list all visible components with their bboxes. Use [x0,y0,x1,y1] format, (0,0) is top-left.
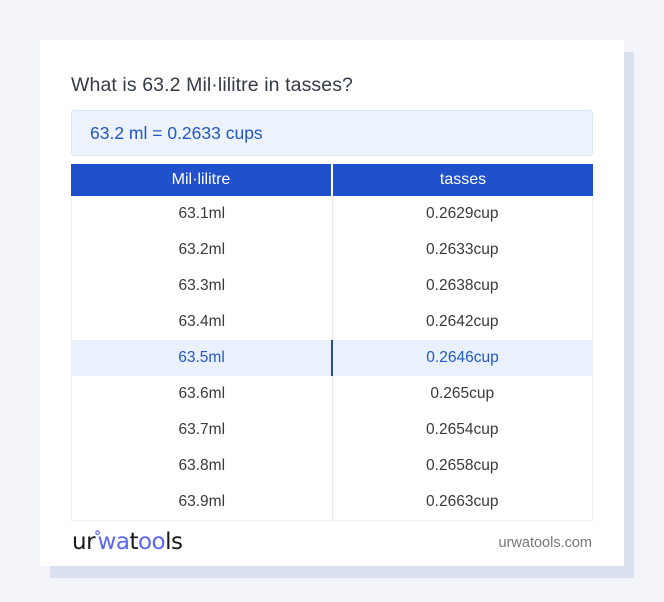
page-title: What is 63.2 Mil·lilitre in tasses? [71,74,354,96]
ml-value-cell[interactable]: 63.3ml [72,268,333,304]
table-body: 63.1ml 0.2629cup 63.2ml 0.2633cup 63.3ml 0.26… [72,196,592,520]
site-domain-text: urwatools.com [498,534,592,551]
logo-letter-segment: wa [97,529,130,555]
table-header-row: Mil·lilitre tasses [71,164,593,196]
conversion-answer-box: 63.2 ml = 0.2633 cups [71,110,593,156]
ml-value-cell[interactable]: 63.2ml [72,232,333,268]
cup-value-cell[interactable]: 0.2654cup [426,421,499,438]
urwatools-logo[interactable]: ur°watools [72,529,183,555]
ml-value-cell[interactable]: 63.1ml [72,196,333,232]
table-row[interactable]: 63.6ml 0.265cup [72,376,592,412]
logo-letter-segment: ur [72,529,96,555]
conversion-answer-text: 63.2 ml = 0.2633 cups [90,122,263,143]
table-row[interactable]: 63.7ml 0.2654cup [72,412,592,448]
table-row[interactable]: 63.3ml 0.2638cup [72,268,592,304]
card-footer: ur°watools urwatools.com [71,521,593,564]
table-header-tasses: tasses [333,164,593,196]
ml-value-cell[interactable]: 63.9ml [72,484,333,520]
ml-value-cell[interactable]: 63.5ml [72,340,333,376]
cup-value-cell[interactable]: 0.265cup [430,385,495,402]
ml-value-cell[interactable]: 63.8ml [72,448,333,484]
table-row[interactable]: 63.1ml 0.2629cup [72,196,592,232]
ml-value-cell[interactable]: 63.6ml [72,376,333,412]
table-row[interactable]: 63.9ml 0.2663cup [72,484,592,520]
table-header-millilitre: Mil·lilitre [71,164,331,196]
logo-degree-mark: ° [94,529,101,545]
cup-value-cell[interactable]: 0.2633cup [426,241,499,258]
ml-value-cell[interactable]: 63.7ml [72,412,333,448]
logo-letter-segment: oo [137,529,166,555]
cup-value-cell[interactable]: 0.2642cup [426,313,499,330]
table-row[interactable]: 63.8ml 0.2658cup [72,448,592,484]
logo-letter-segment: t [129,529,138,555]
converter-card: What is 63.2 Mil·lilitre in tasses? 63.2… [40,40,624,566]
cup-value-cell[interactable]: 0.2629cup [426,205,499,222]
cup-value-cell[interactable]: 0.2646cup [426,349,499,366]
conversion-table: Mil·lilitre tasses 63.1ml 0.2629cup 63.2ml… [71,164,593,521]
ml-value-cell[interactable]: 63.4ml [72,304,333,340]
table-row[interactable]: 63.2ml 0.2633cup [72,232,592,268]
table-row-highlighted[interactable]: 63.5ml 0.2646cup [72,340,592,376]
table-row[interactable]: 63.4ml 0.2642cup [72,304,592,340]
cup-value-cell[interactable]: 0.2658cup [426,457,499,474]
cup-value-cell[interactable]: 0.2663cup [426,493,499,510]
cup-value-cell[interactable]: 0.2638cup [426,277,499,294]
logo-letter-segment: ls [165,529,183,555]
